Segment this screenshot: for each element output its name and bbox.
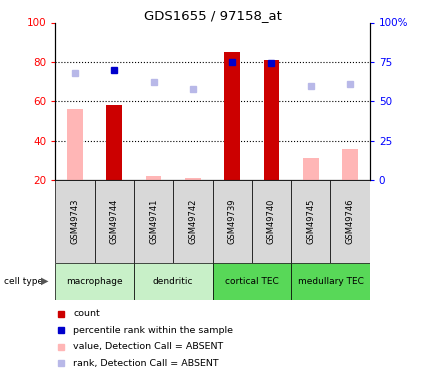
Bar — [94, 180, 134, 262]
Bar — [224, 52, 240, 180]
Text: medullary TEC: medullary TEC — [298, 277, 363, 286]
Text: GSM49739: GSM49739 — [228, 198, 237, 244]
Bar — [291, 262, 370, 300]
Text: percentile rank within the sample: percentile rank within the sample — [73, 326, 233, 335]
Text: rank, Detection Call = ABSENT: rank, Detection Call = ABSENT — [73, 358, 219, 368]
Text: ▶: ▶ — [41, 276, 48, 286]
Text: GSM49744: GSM49744 — [110, 199, 119, 244]
Text: GSM49740: GSM49740 — [267, 199, 276, 244]
Bar — [67, 109, 83, 180]
Text: GSM49746: GSM49746 — [346, 198, 354, 244]
Bar — [134, 262, 212, 300]
Bar — [55, 180, 94, 262]
Text: dendritic: dendritic — [153, 277, 193, 286]
Bar — [146, 176, 162, 180]
Text: count: count — [73, 309, 100, 318]
Text: GSM49745: GSM49745 — [306, 199, 315, 244]
Bar — [134, 180, 173, 262]
Bar — [185, 178, 201, 180]
Bar — [173, 180, 212, 262]
Bar — [342, 148, 358, 180]
Bar — [212, 262, 291, 300]
Bar — [55, 262, 134, 300]
Text: cortical TEC: cortical TEC — [225, 277, 279, 286]
Text: value, Detection Call = ABSENT: value, Detection Call = ABSENT — [73, 342, 224, 351]
Text: GSM49743: GSM49743 — [71, 198, 79, 244]
Text: GSM49741: GSM49741 — [149, 199, 158, 244]
Text: macrophage: macrophage — [66, 277, 123, 286]
Bar — [252, 180, 291, 262]
Bar — [303, 158, 319, 180]
Bar — [106, 105, 122, 180]
Text: GDS1655 / 97158_at: GDS1655 / 97158_at — [144, 9, 281, 22]
Bar — [291, 180, 331, 262]
Bar — [212, 180, 252, 262]
Text: cell type: cell type — [4, 277, 43, 286]
Bar — [264, 60, 279, 180]
Text: GSM49742: GSM49742 — [188, 199, 197, 244]
Bar — [331, 180, 370, 262]
